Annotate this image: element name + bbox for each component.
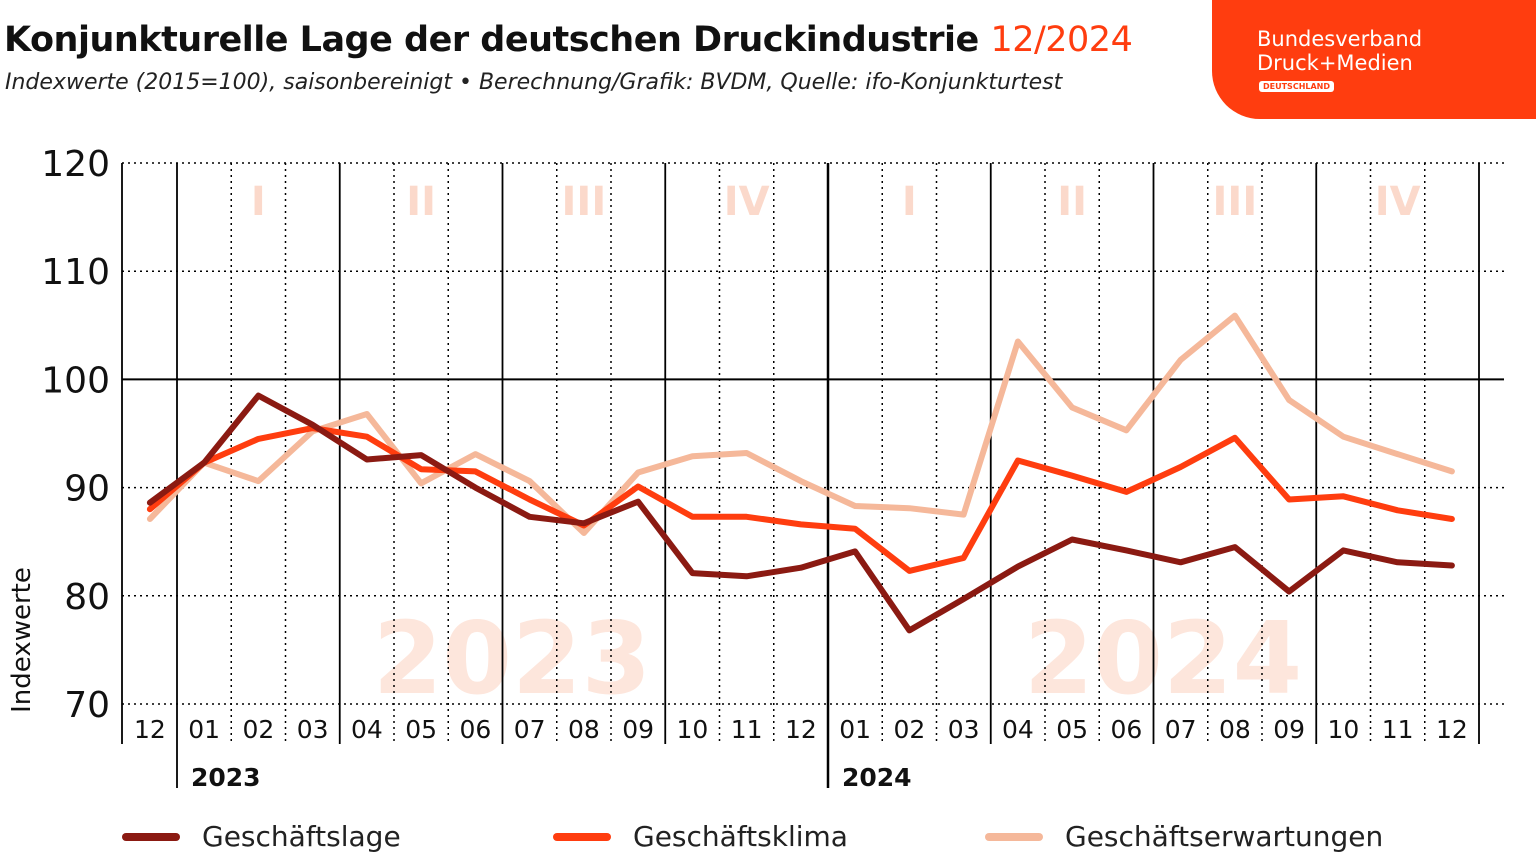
logo-line1: Bundesverband: [1257, 27, 1423, 51]
y-tick-label: 110: [41, 252, 110, 293]
year-watermark: 2023: [373, 600, 651, 717]
x-tick-label: 08: [1219, 715, 1251, 744]
x-tick-label: 11: [1382, 715, 1414, 744]
series-line-geschaeftsklima: [146, 425, 1455, 574]
x-tick-label: 07: [1165, 715, 1197, 744]
quarter-label: IV: [724, 179, 770, 225]
legend-label: Geschäftslage: [202, 820, 401, 853]
x-tick-label: 12: [134, 715, 166, 744]
x-tick-label: 02: [893, 715, 925, 744]
legend-geschaeftserwartungen: Geschäftserwartungen: [985, 820, 1383, 853]
x-tick-label: 04: [351, 715, 383, 744]
logo-badge: DEUTSCHLAND: [1259, 81, 1335, 92]
x-tick-label: 04: [1002, 715, 1034, 744]
legend-geschaeftslage: Geschäftslage: [122, 820, 401, 853]
chart-subtitle: Indexwerte (2015=100), saisonbereinigt •…: [5, 70, 1063, 95]
legend-swatch: [553, 832, 611, 841]
y-tick-label: 80: [64, 577, 110, 618]
title-text: Konjunkturelle Lage der deutschen Drucki…: [4, 20, 979, 60]
x-tick-label: 03: [297, 715, 329, 744]
quarter-label: I: [902, 179, 917, 225]
x-tick-label: 01: [188, 715, 220, 744]
x-tick-label: 06: [1110, 715, 1142, 744]
x-tick-label: 09: [622, 715, 654, 744]
legend-swatch: [122, 832, 180, 841]
x-tick-label: 05: [1056, 715, 1088, 744]
x-tick-label: 10: [1327, 715, 1359, 744]
series-line-geschaeftserwartungen: [146, 312, 1455, 536]
x-tick-label: 06: [459, 715, 491, 744]
year-label: 2024: [842, 763, 912, 792]
logo-line2: Druck+Medien: [1257, 51, 1413, 75]
y-tick-label: 100: [41, 360, 110, 401]
x-tick-label: 07: [514, 715, 546, 744]
x-tick-label: 02: [242, 715, 274, 744]
bvdm-logo: Bundesverband Druck+Medien DEUTSCHLAND: [1212, 0, 1536, 119]
y-tick-label: 120: [41, 144, 110, 185]
quarter-label: IV: [1375, 179, 1421, 225]
x-tick-label: 12: [785, 715, 817, 744]
quarter-label: II: [1057, 179, 1087, 225]
quarter-label: I: [251, 179, 266, 225]
chart-title: Konjunkturelle Lage der deutschen Drucki…: [4, 20, 1133, 60]
x-tick-label: 09: [1273, 715, 1305, 744]
year-watermark: 2024: [1024, 600, 1302, 717]
y-tick-label: 90: [64, 469, 110, 510]
legend-label: Geschäftsklima: [633, 820, 848, 853]
year-label: 2023: [191, 763, 261, 792]
x-tick-label: 11: [731, 715, 763, 744]
x-tick-label: 05: [405, 715, 437, 744]
x-tick-label: 01: [839, 715, 871, 744]
quarter-label: II: [406, 179, 436, 225]
x-tick-label: 08: [568, 715, 600, 744]
x-tick-label: 12: [1436, 715, 1468, 744]
legend-label: Geschäftserwartungen: [1065, 820, 1384, 853]
quarter-label: III: [562, 179, 607, 225]
legend-geschaeftsklima: Geschäftsklima: [553, 820, 848, 853]
quarter-label: III: [1213, 179, 1258, 225]
x-tick-label: 10: [676, 715, 708, 744]
title-date: 12/2024: [990, 20, 1133, 60]
x-tick-label: 03: [948, 715, 980, 744]
legend-swatch: [985, 832, 1043, 841]
y-tick-label: 70: [64, 685, 110, 726]
y-axis-label: Indexwerte: [7, 567, 37, 713]
